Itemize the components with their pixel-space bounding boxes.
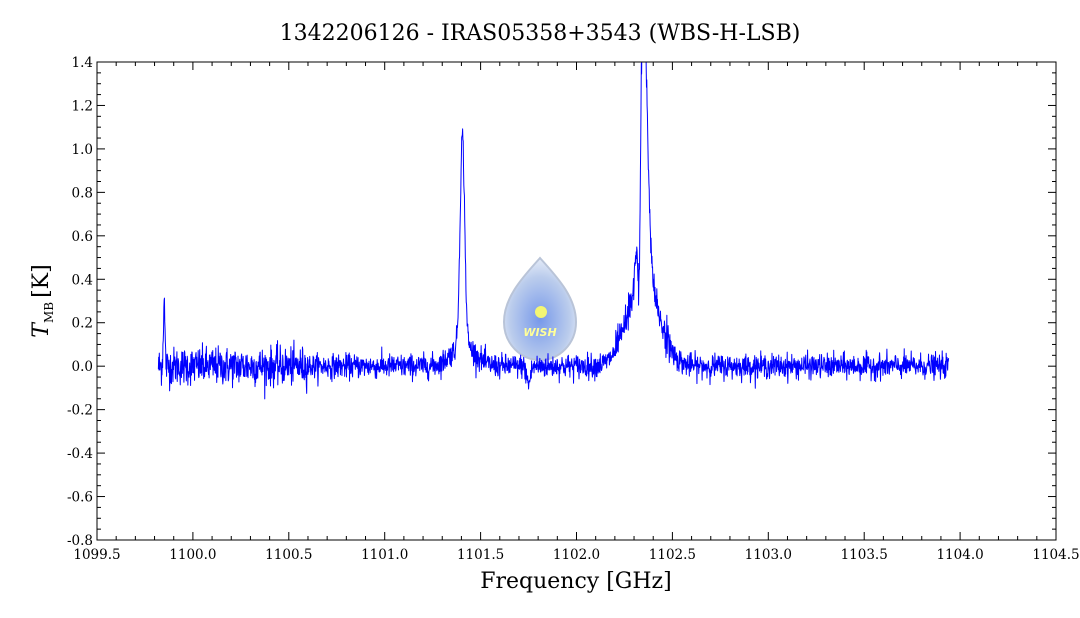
x-tick-label: 1102.0 <box>553 547 600 563</box>
x-tick-label: 1101.5 <box>457 547 504 563</box>
y-tick-label: 1.4 <box>72 55 93 71</box>
y-tick-label: 1.0 <box>72 142 93 158</box>
y-axis-unit: [K] <box>29 264 54 298</box>
x-axis-title: Frequency [GHz] <box>480 569 672 594</box>
y-tick-label: 0.6 <box>72 229 93 245</box>
x-tick-label: 1100.0 <box>169 547 216 563</box>
x-axis: 1099.5 1100.0 1100.5 1101.0 1101.5 1102.0 1102… <box>73 62 1080 563</box>
x-tick-label: 1104.5 <box>1032 547 1079 563</box>
y-tick-label: 0.8 <box>72 185 93 201</box>
x-tick-label: 1103.0 <box>745 547 792 563</box>
y-tick-label: 0.4 <box>72 272 93 288</box>
plot-frame <box>96 61 1057 541</box>
chart-title: 1342206126 - IRAS05358+3543 (WBS-H-LSB) <box>280 21 801 46</box>
x-tick-label: 1104.0 <box>936 547 983 563</box>
y-tick-label: 0.2 <box>72 316 93 332</box>
y-tick-label: -0.2 <box>67 403 93 419</box>
y-tick-label: -0.8 <box>67 533 93 549</box>
x-tick-label: 1103.5 <box>841 547 888 563</box>
y-tick-label: -0.6 <box>67 490 93 506</box>
y-axis: -0.8 -0.6 -0.4 -0.2 0.0 0.2 0.4 0.6 0.8 1.0 1.2 1.4 <box>67 55 1056 549</box>
wish-logo-text: WISH <box>523 326 556 339</box>
wish-logo-watermark: WISH <box>502 256 578 362</box>
svg-text:TMB[K]: TMB [K] <box>29 264 56 337</box>
y-axis-subscript: MB <box>42 302 56 323</box>
y-axis-symbol: T <box>29 321 54 338</box>
star-icon <box>535 306 547 318</box>
x-tick-label: 1099.5 <box>73 547 120 563</box>
x-tick-label: 1101.0 <box>361 547 408 563</box>
x-tick-label: 1102.5 <box>649 547 696 563</box>
y-tick-label: 1.2 <box>72 98 93 114</box>
y-tick-label: 0.0 <box>72 359 93 375</box>
spectrum-line <box>157 62 950 400</box>
y-tick-label: -0.4 <box>67 446 93 462</box>
y-axis-title: TMB [K] <box>29 264 56 337</box>
x-tick-label: 1100.5 <box>265 547 312 563</box>
